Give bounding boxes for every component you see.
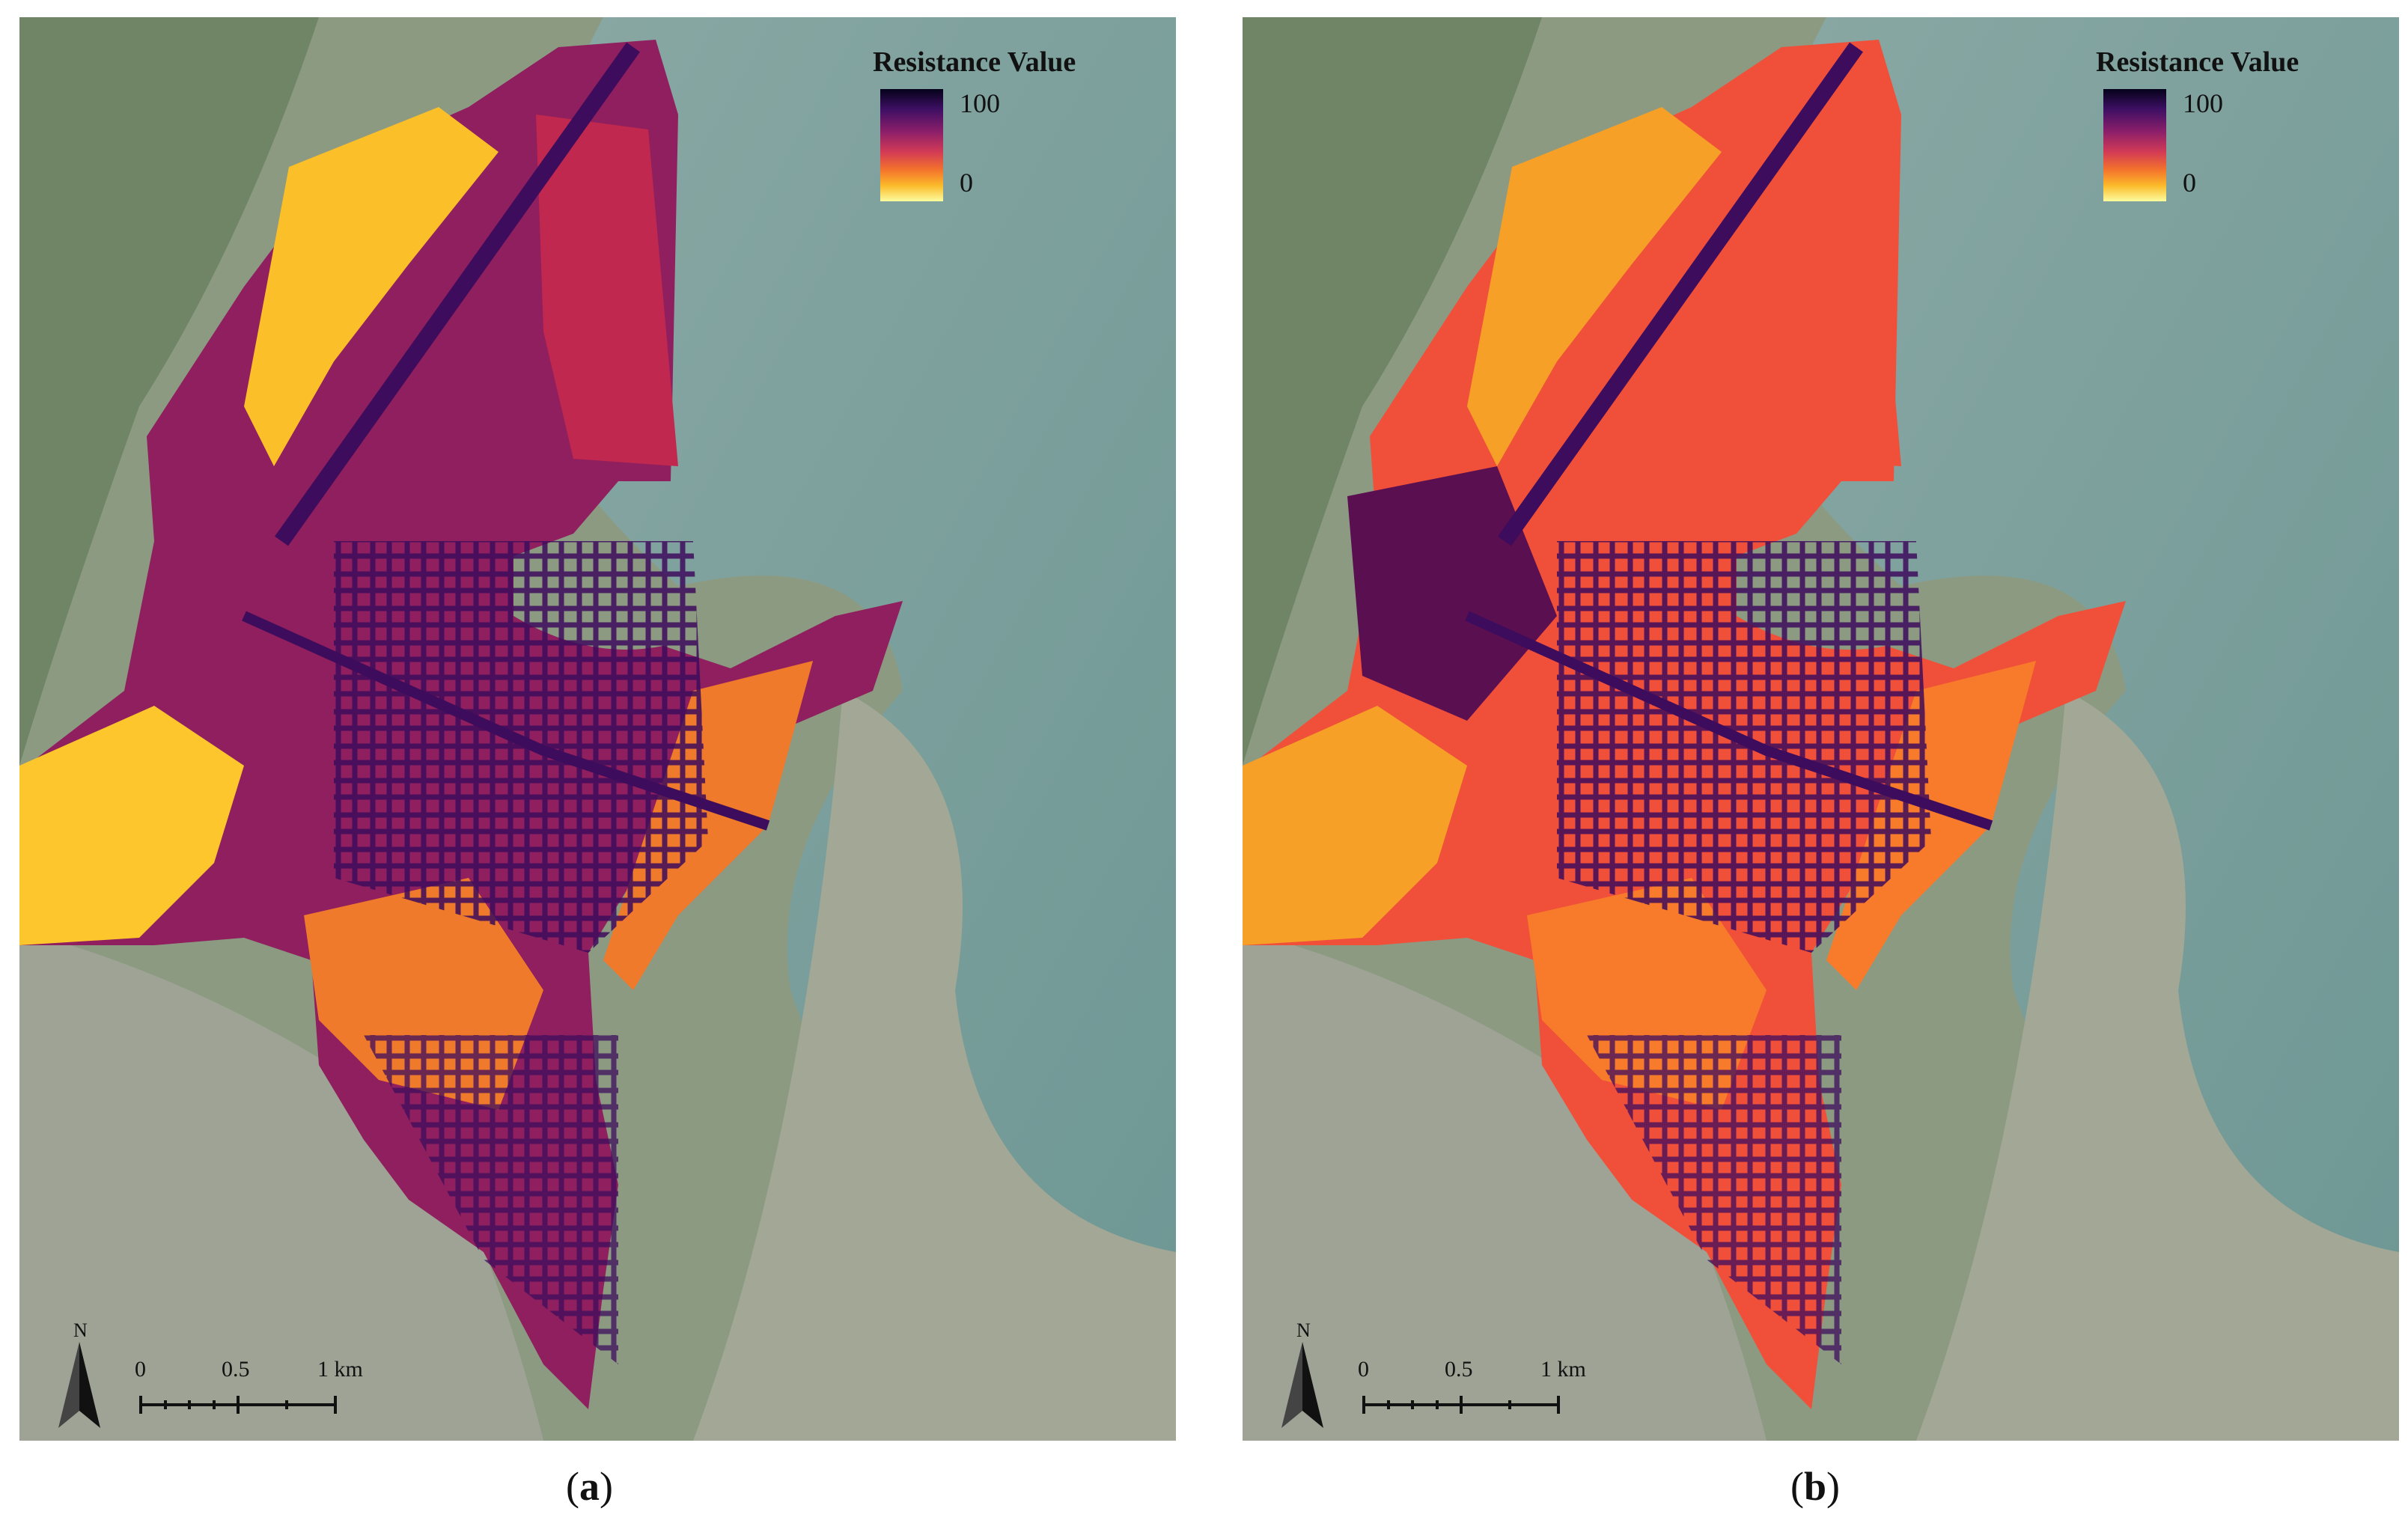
legend-a: Resistance Value 100 0 xyxy=(873,46,1127,218)
scale-label-0: 0 xyxy=(135,1357,146,1382)
north-label: N xyxy=(73,1319,88,1341)
scale-label-0: 0 xyxy=(1358,1357,1369,1382)
land-southeast xyxy=(693,691,1176,1441)
north-arrow-icon xyxy=(1281,1342,1323,1428)
land-southeast xyxy=(1916,691,2399,1441)
open-space-north xyxy=(1467,107,1722,466)
port-area xyxy=(536,115,678,466)
road-grid-south xyxy=(364,1035,618,1364)
motorway xyxy=(275,42,640,546)
motorway xyxy=(1498,42,1863,546)
caption-b: (b) xyxy=(1790,1464,1841,1509)
legend-b: Resistance Value 100 0 xyxy=(2096,46,2350,218)
caption-a: (a) xyxy=(566,1464,613,1509)
legend-title: Resistance Value xyxy=(873,46,1076,78)
hills-west xyxy=(19,17,319,766)
map-panel-a: Resistance Value 100 0 N 0 0.5 1 km xyxy=(19,17,1176,1441)
arterial-road xyxy=(1465,611,1993,831)
road-grid-south xyxy=(1587,1035,1841,1364)
map-panel-b: Resistance Value 100 0 N 0 0.5 1 km xyxy=(1243,17,2399,1441)
scale-bar-graphic xyxy=(1362,1396,1560,1414)
urban-southwest xyxy=(19,930,543,1441)
scale-bar-graphic xyxy=(139,1396,337,1414)
legend-min-label: 0 xyxy=(960,168,973,198)
legend-max-label: 100 xyxy=(2183,88,2223,118)
open-space-north xyxy=(244,107,499,466)
green-belt-east xyxy=(1826,661,2036,990)
north-arrow-icon xyxy=(58,1342,100,1428)
hills-west xyxy=(1243,17,1542,766)
color-ramp xyxy=(880,89,943,201)
scale-label-1km: 1 km xyxy=(1540,1357,1586,1382)
road-grid-cbd xyxy=(1557,541,1931,953)
north-arrow-b: N xyxy=(1280,1319,1325,1432)
color-ramp xyxy=(2103,89,2166,201)
legend-min-label: 0 xyxy=(2183,168,2196,198)
caption-letter-a: a xyxy=(579,1464,600,1509)
scale-label-half: 0.5 xyxy=(222,1357,250,1382)
study-area-a xyxy=(19,40,903,1409)
scale-bar-a: 0 0.5 1 km xyxy=(120,1357,389,1424)
north-arrow-a: N xyxy=(57,1319,102,1432)
north-label: N xyxy=(1296,1319,1311,1341)
arterial-road xyxy=(242,611,770,831)
scale-label-half: 0.5 xyxy=(1445,1357,1473,1382)
legend-title: Resistance Value xyxy=(2096,46,2299,78)
urban-southwest xyxy=(1243,930,1767,1441)
open-space-west xyxy=(1243,706,1467,945)
caption-letter-b: b xyxy=(1803,1464,1827,1509)
port-area xyxy=(1759,115,1901,466)
resistance-map-b xyxy=(1243,17,2399,1441)
scale-bar-b: 0 0.5 1 km xyxy=(1343,1357,1612,1424)
scale-label-1km: 1 km xyxy=(317,1357,363,1382)
green-belt-east xyxy=(603,661,813,990)
study-area-b xyxy=(1243,40,2126,1409)
open-space-west xyxy=(19,706,244,945)
resistance-map-a xyxy=(19,17,1176,1441)
road-grid-cbd xyxy=(334,541,708,953)
legend-max-label: 100 xyxy=(960,88,1000,118)
